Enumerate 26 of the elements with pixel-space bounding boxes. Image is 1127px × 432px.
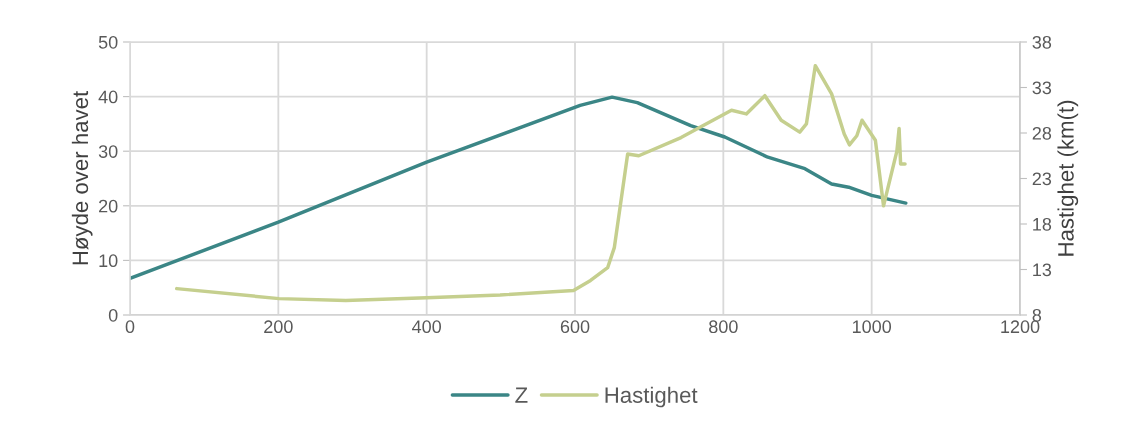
- line-series: [130, 95, 908, 281]
- y-tick-label: 10: [99, 254, 118, 268]
- y2-tick-label: 33: [1032, 81, 1052, 95]
- x-tick-label: 1000: [852, 320, 892, 334]
- line-series: [174, 63, 907, 303]
- x-tick-label: 600: [560, 320, 590, 334]
- y-tick-label: 50: [98, 35, 118, 49]
- y-tick-label: 40: [98, 90, 118, 104]
- legend-label: Hastighet: [605, 386, 698, 408]
- y2-tick-label: 38: [1032, 35, 1052, 49]
- x-tick-label: 0: [125, 320, 135, 334]
- y-tick-label: 20: [99, 199, 118, 213]
- y-tick-label: 30: [98, 145, 118, 158]
- x-tick-label: 800: [709, 320, 738, 334]
- y2-tick-label: 8: [1032, 308, 1042, 322]
- y2-tick-label: 13: [1033, 263, 1052, 277]
- x-tick-label: 1200: [1001, 320, 1040, 334]
- legend-label: Z: [515, 387, 528, 403]
- y2-tick-label: 23: [1032, 172, 1052, 186]
- y-tick-label: 0: [108, 308, 118, 322]
- y2-axis-title: Hastighet (km(t): [1057, 100, 1079, 256]
- y-axis-title: Høyde over havet: [71, 90, 93, 265]
- x-tick-label: 400: [412, 320, 442, 334]
- x-tick-label: 200: [264, 320, 293, 334]
- y2-tick-label: 28: [1032, 126, 1052, 140]
- y2-tick-label: 18: [1033, 217, 1052, 231]
